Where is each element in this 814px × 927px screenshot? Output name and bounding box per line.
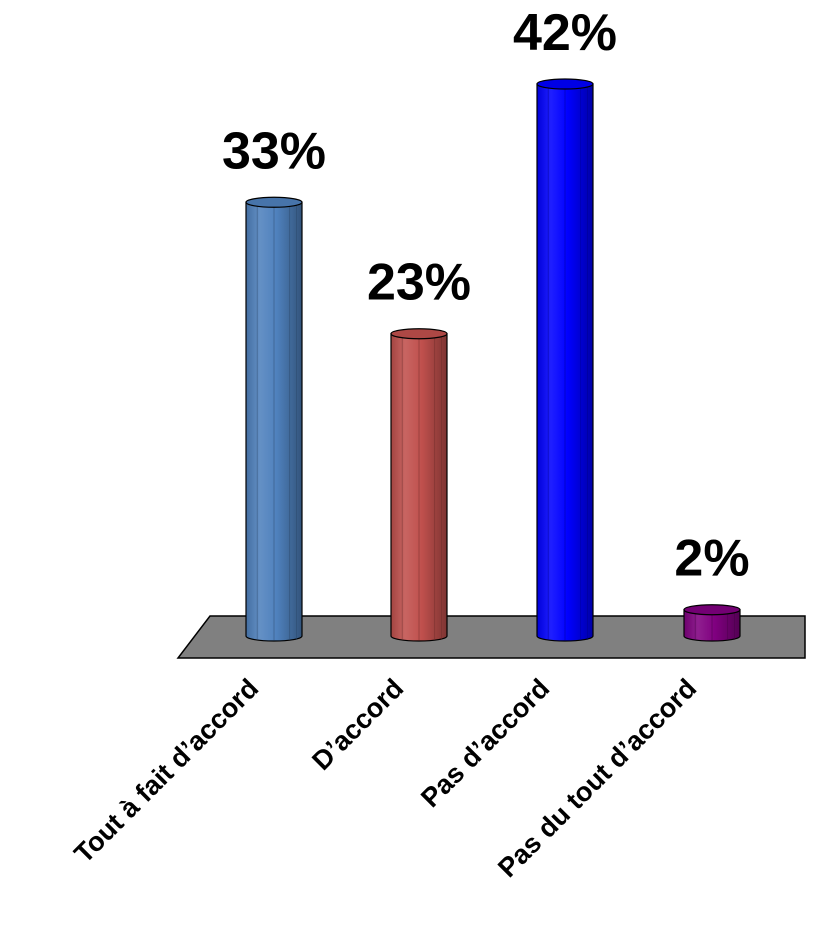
bar-1 [245,196,303,642]
bar-3 [536,78,594,642]
category-labels-layer: Tout à fait d’accord D’accord Pas d’accord… [68,673,702,883]
value-label-2: 23% [367,254,471,312]
bar-top-3 [536,78,594,90]
category-label-2: D’accord [306,673,409,776]
value-labels-layer: 33% 23% 42% 2% [222,4,750,588]
value-label-3: 42% [513,4,617,62]
bar-2 [390,328,448,642]
bar-4 [683,604,741,642]
value-label-4: 2% [674,530,749,588]
chart-floor [176,615,806,659]
bar-top-4 [683,604,741,616]
value-label-1: 33% [222,122,326,180]
bar-top-1 [245,196,303,208]
category-label-1: Tout à fait d’accord [68,673,264,869]
category-label-3: Pas d’accord [415,673,555,813]
bars-layer [245,78,741,642]
bar-top-2 [390,328,448,340]
